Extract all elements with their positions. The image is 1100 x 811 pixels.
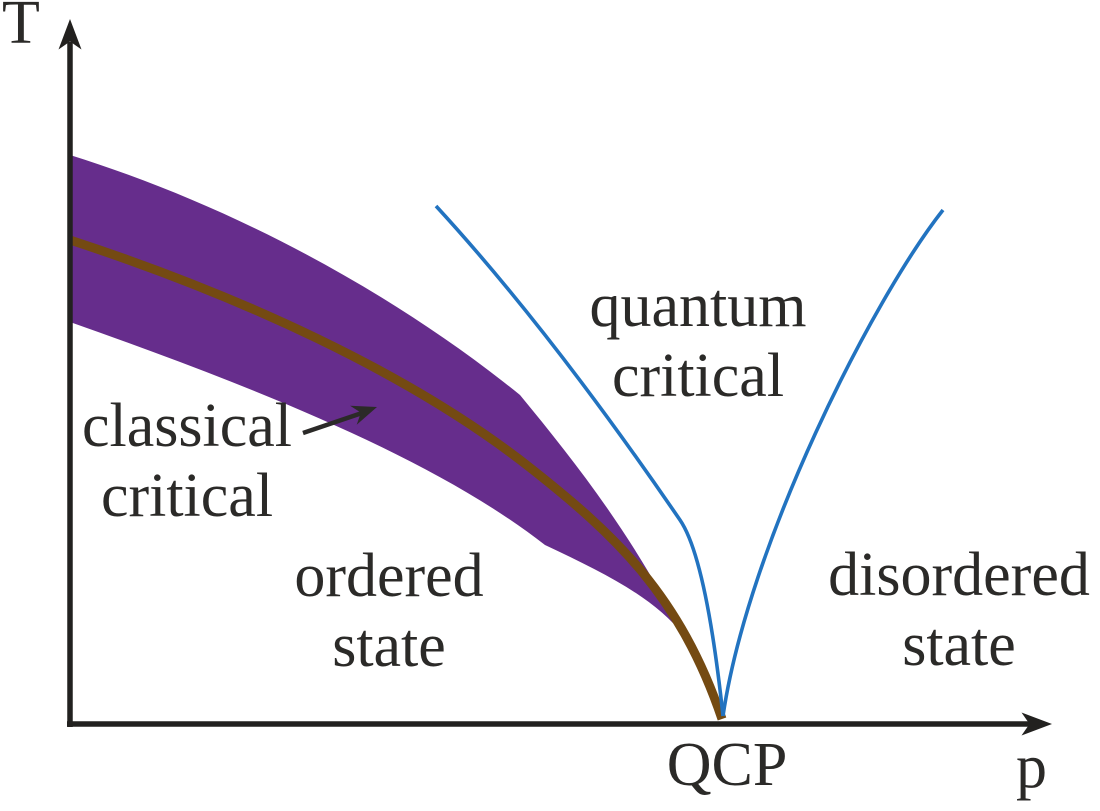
classical-critical-label: classical critical bbox=[37, 391, 337, 531]
phase-transition-line bbox=[68, 235, 727, 721]
classical-critical-label-line2: critical bbox=[100, 462, 274, 530]
classical-critical-label-line1: classical bbox=[81, 392, 292, 460]
quantum-critical-right-boundary bbox=[721, 208, 945, 717]
classical-critical-pointer-arrowhead bbox=[350, 405, 377, 425]
ordered-state-label-line2: state bbox=[332, 612, 446, 680]
qcp-label: QCP bbox=[666, 731, 788, 799]
pressure-axis-arrowhead bbox=[1021, 712, 1052, 736]
disordered-state-label-line2: state bbox=[902, 611, 1016, 679]
quantum-critical-label-line1: quantum bbox=[589, 272, 807, 340]
ordered-state-label: ordered state bbox=[239, 541, 539, 681]
y-axis-label: T bbox=[2, 0, 40, 57]
ordered-state-label-line1: ordered bbox=[294, 542, 484, 610]
classical-critical-pointer-line bbox=[302, 410, 363, 436]
disordered-state-label-line1: disordered bbox=[828, 541, 1090, 609]
disordered-state-label: disordered state bbox=[809, 540, 1100, 680]
x-axis-label: p bbox=[1016, 733, 1047, 801]
temperature-axis-arrowhead bbox=[58, 19, 82, 50]
quantum-critical-label: quantum critical bbox=[548, 271, 848, 411]
quantum-critical-label-line2: critical bbox=[611, 342, 785, 410]
quantum-critical-left-boundary bbox=[434, 204, 725, 717]
